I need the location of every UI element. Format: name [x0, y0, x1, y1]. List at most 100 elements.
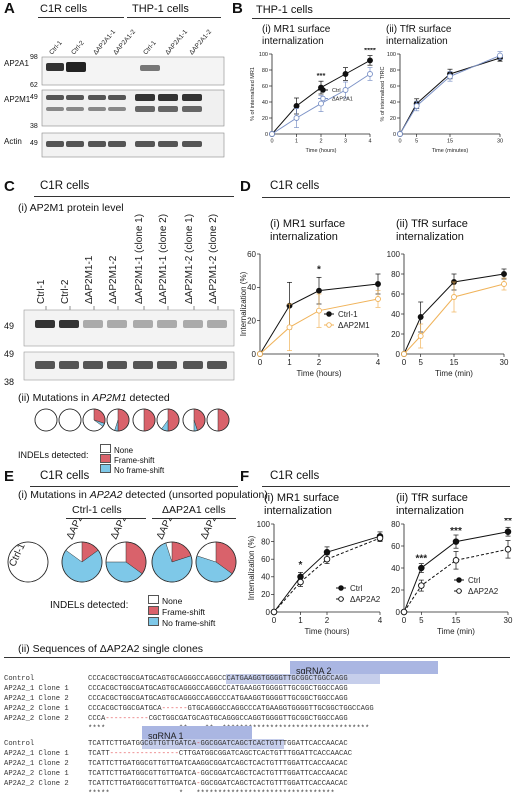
band-actin — [207, 361, 227, 369]
series-line — [259, 298, 379, 355]
band-ap2m1 — [83, 320, 103, 328]
y-tick-label: 100 — [387, 52, 396, 58]
significance-marker: **** — [364, 48, 376, 54]
data-point — [323, 548, 331, 556]
x-tick-label: 5 — [419, 616, 424, 625]
data-point — [342, 87, 349, 93]
panel-label-e: E — [4, 468, 15, 485]
series-line — [403, 548, 509, 613]
c-indel-legend: None Frame-shift No frame-shift — [100, 444, 164, 475]
legend-entry: Ctrl — [468, 576, 481, 585]
series-line — [273, 537, 381, 613]
panel-b-title: THP-1 cells — [256, 4, 313, 16]
x-tick-label: 30 — [504, 616, 513, 625]
sgrna1-highlight — [142, 739, 284, 749]
y-tick-label: 60 — [390, 84, 396, 90]
sequence-name: AP2A2_1 Clone 1 — [4, 750, 69, 758]
y-tick-label: 60 — [391, 542, 400, 551]
lane-label-c: ΔAP2M1-1 (clone 1) — [134, 214, 145, 304]
sequence-name: AP2A2_1 Clone 2 — [4, 695, 69, 703]
sequence-name: AP2A2_1 Clone 1 — [4, 685, 69, 693]
y-tick-label: 40 — [261, 573, 270, 582]
pies-c — [34, 408, 230, 432]
lane-label-c: Ctrl-2 — [60, 279, 71, 304]
panel-e-sub2: (ii) Sequences of ΔAP2A2 single clones — [18, 643, 204, 655]
sequence-name: AP2A2_2 Clone 2 — [4, 715, 69, 723]
x-tick-label: 15 — [450, 358, 459, 367]
legend-entry: Ctrl — [350, 584, 363, 593]
y-tick-label: 40 — [391, 310, 400, 319]
sequence-name: AP2A2_2 Clone 1 — [4, 705, 69, 713]
y-tick-label: 20 — [390, 116, 396, 122]
pie-e — [61, 541, 103, 583]
y-axis-label: Internalization (%) — [240, 271, 248, 336]
data-point — [257, 351, 263, 357]
y-tick-label: 0 — [266, 608, 271, 617]
y-tick-label: 80 — [390, 68, 396, 74]
x-tick-label: 4 — [368, 139, 371, 145]
sequence-name: Control — [4, 740, 35, 748]
y-tick-label: 60 — [247, 250, 256, 259]
blot-label-actin: Actin — [4, 137, 22, 146]
pie-label-e: ΔAP2A2_1 — [155, 518, 186, 541]
data-point — [400, 608, 408, 616]
data-point — [452, 538, 460, 545]
x-tick-label: 30 — [500, 358, 509, 367]
lane-label-c: ΔAP2M1-2 (clone 1) — [184, 214, 195, 304]
data-point — [293, 103, 300, 109]
data-point — [367, 71, 373, 77]
band-actin — [59, 361, 79, 369]
x-tick-label: 3 — [344, 139, 347, 145]
sequence-row: TCATTCTTGATGGCGTTGTTGATCAAGGCGGATCAGCTCA… — [88, 760, 348, 768]
series-line — [403, 531, 509, 613]
data-point — [270, 608, 278, 616]
pie-label-e: ΔAP2A2_2 — [109, 518, 140, 541]
series-line — [403, 283, 505, 355]
y-axis-label: % of internalized MR1 — [250, 67, 256, 121]
data-point — [323, 555, 331, 563]
band-ap2m1 — [59, 320, 79, 328]
x-axis-label: Time (min) — [435, 369, 473, 378]
x-tick-label: 0 — [270, 139, 273, 145]
lane-label-c: Ctrl-1 — [36, 279, 47, 304]
data-point — [418, 564, 425, 572]
data-point — [451, 294, 457, 300]
pie-label-e: ΔAP2A2_2 — [199, 518, 230, 541]
group-thp1: THP-1 cells — [132, 3, 189, 15]
band-ap2m1 — [207, 320, 227, 328]
y-tick-label: 80 — [391, 520, 400, 529]
data-point — [397, 131, 403, 137]
x-axis-label: Time (hours) — [306, 148, 337, 154]
data-point — [504, 546, 512, 553]
y-tick-label: 20 — [262, 116, 268, 122]
marker-62: 62 — [30, 82, 38, 89]
pie-c — [34, 408, 58, 432]
data-point — [342, 71, 349, 77]
y-tick-label: 20 — [261, 590, 270, 599]
band-actin — [133, 361, 153, 369]
e-group-ctrl: Ctrl-1 cells — [72, 504, 122, 516]
data-point — [417, 333, 424, 339]
group-c1r: C1R cells — [40, 3, 88, 15]
y-tick-label: 40 — [390, 100, 396, 106]
sequence-name: AP2A2_2 Clone 1 — [4, 770, 69, 778]
chart-b-i: 0 20 40 60 80 100 0 1 2 3 4 Time (hours) % of intern… — [250, 48, 376, 154]
legend-entry: ΔAP2A2 — [350, 595, 381, 604]
y-tick-label: 80 — [261, 537, 270, 546]
pie-e — [195, 541, 237, 583]
pie-label-e: ΔAP2A2_1 — [65, 518, 96, 541]
data-point — [447, 73, 453, 80]
panel-c-sub1: (i) AP2M1 protein level — [18, 202, 124, 214]
data-point — [501, 281, 507, 287]
y-tick-label: 20 — [391, 330, 400, 339]
significance-marker: *** — [317, 71, 326, 80]
data-point — [293, 115, 300, 121]
data-point — [497, 52, 503, 59]
lane-label-c: ΔAP2M1-1 (clone 2) — [158, 214, 169, 304]
panel-f-title: C1R cells — [270, 470, 320, 482]
x-tick-label: 0 — [272, 616, 277, 625]
panel-label-c: C — [4, 178, 15, 195]
y-tick-label: 80 — [391, 270, 400, 279]
